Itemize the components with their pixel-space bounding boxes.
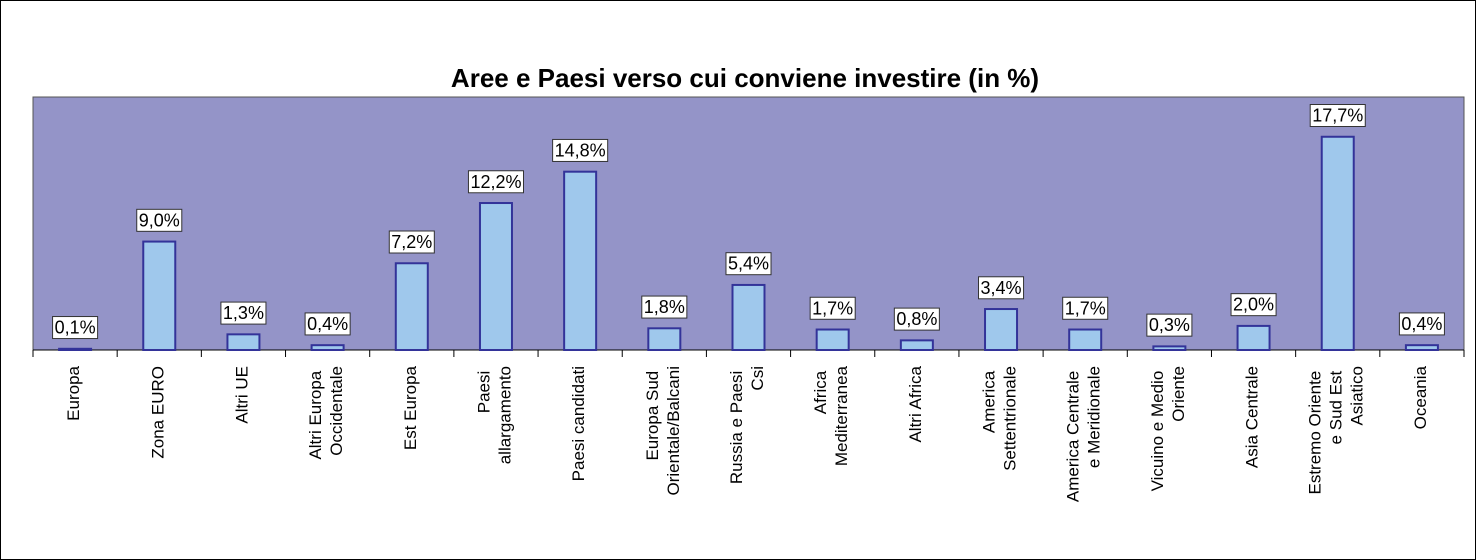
value-label: 0,4% (307, 314, 348, 334)
x-tick-label: Zona EURO (149, 366, 168, 459)
value-label-box (725, 252, 772, 276)
bar (647, 327, 682, 352)
value-label: 1,3% (223, 303, 264, 323)
value-label-box (136, 208, 183, 232)
value-label-box (467, 170, 524, 194)
value-label: 7,2% (391, 232, 432, 252)
bar (58, 347, 93, 351)
value-label-box (1230, 293, 1277, 317)
x-tick-label: Altri Europa Occidentale (307, 366, 347, 460)
x-tick-label: America Centrale e Meridionale (1064, 366, 1104, 502)
value-label: 5,4% (728, 254, 769, 274)
value-label: 0,1% (55, 318, 96, 338)
value-label-box (552, 138, 609, 162)
bar (478, 202, 513, 351)
value-label-box (1309, 104, 1366, 128)
x-tick-label: Altri UE (233, 366, 252, 424)
value-label-box (893, 307, 940, 331)
x-tick-label: Altri Africa (906, 365, 925, 442)
x-tick-label: Africa Mediterranea (812, 365, 852, 466)
chart-title: Aree e Paesi verso cui conviene investir… (451, 63, 1039, 93)
value-label: 3,4% (981, 278, 1022, 298)
value-label: 17,7% (1312, 106, 1363, 126)
value-label-box (1062, 296, 1109, 320)
bar (1404, 344, 1439, 351)
bar (899, 339, 934, 352)
bar (984, 308, 1019, 351)
value-label-box (978, 276, 1025, 300)
value-label: 1,7% (812, 298, 853, 318)
x-tick-label: Europa Sud Orientale/Balcani (643, 366, 683, 495)
bar (1320, 135, 1355, 351)
value-label-box (52, 316, 99, 340)
value-label: 1,7% (1065, 298, 1106, 318)
x-tick-label: Paesi allargamento (475, 366, 515, 464)
value-label: 1,8% (644, 297, 685, 317)
value-label: 9,0% (139, 210, 180, 230)
value-label: 2,0% (1233, 295, 1274, 315)
value-label-box (641, 295, 688, 319)
value-label-box (220, 301, 267, 325)
bar (1068, 328, 1103, 351)
bar (394, 262, 429, 351)
x-tick-label: Oceania (1411, 365, 1430, 429)
value-label-box (304, 312, 351, 336)
x-tick-label: Paesi candidati (570, 366, 589, 481)
value-label: 0,4% (1401, 314, 1442, 334)
x-tick-label: America Settentrionale (980, 366, 1020, 471)
x-tick-label: Russia e Paesi Csi (727, 366, 767, 484)
value-label: 12,2% (470, 172, 521, 192)
value-label-box (809, 296, 856, 320)
value-label: 0,3% (1149, 315, 1190, 335)
x-tick-label: Est Europa (401, 365, 420, 450)
value-label-box (388, 230, 435, 254)
value-label-box (1398, 312, 1445, 336)
value-label: 14,8% (555, 140, 606, 160)
bar (1152, 345, 1187, 351)
value-label-box (1146, 313, 1193, 337)
bar (563, 170, 598, 351)
x-tick-label: Estremo Oriente e Sud Est Asiatico (1306, 366, 1367, 495)
value-label: 0,8% (896, 309, 937, 329)
x-tick-label: Europa (65, 365, 84, 420)
bar (142, 240, 177, 351)
x-tick-label: Asia Centrale (1243, 366, 1262, 468)
bar (731, 283, 766, 352)
x-tick-label: Vicuino e Medio Oriente (1148, 366, 1188, 491)
bar (226, 333, 261, 352)
bar (310, 344, 345, 351)
bar (815, 328, 850, 351)
bar (1236, 324, 1271, 351)
